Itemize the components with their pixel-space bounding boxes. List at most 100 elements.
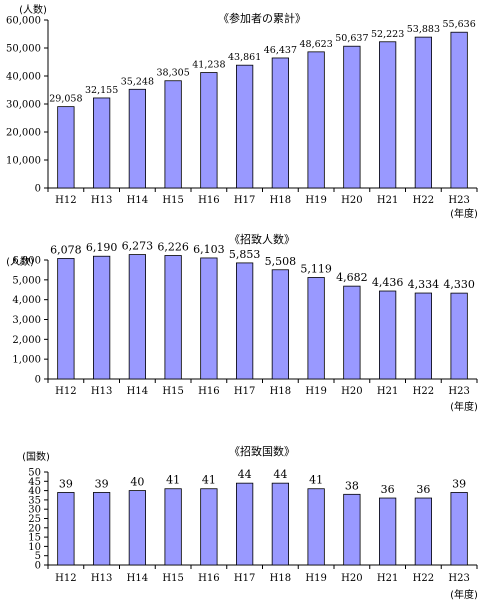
y-tick-label: 50,000: [6, 44, 41, 55]
data-label: 39: [452, 477, 466, 490]
bar-h22: [414, 292, 432, 380]
x-category-label: H17: [234, 195, 255, 206]
data-label: 43,861: [228, 52, 261, 63]
bar-h17: [236, 482, 254, 566]
y-axis-unit-label: (人数): [6, 255, 34, 268]
y-tick-label: 25: [28, 514, 41, 525]
bar-h16: [200, 257, 218, 380]
y-axis-unit-label: (人数): [19, 3, 47, 16]
invited-countries-chart: 《招致国数》(国数)0510152025303540455039H1239H13…: [22, 444, 478, 601]
x-category-label: H14: [127, 195, 148, 206]
x-category-label: H19: [305, 573, 326, 584]
bar-h23: [450, 492, 468, 566]
x-category-label: H20: [341, 195, 362, 206]
data-label: 38,305: [157, 68, 190, 79]
bar-h14: [128, 490, 146, 566]
x-category-label: H19: [305, 195, 326, 206]
data-label: 40: [130, 476, 144, 489]
x-axis-unit-label: (年度): [450, 588, 478, 601]
data-label: 29,058: [49, 94, 82, 105]
bar-h19: [307, 51, 325, 189]
y-tick-label: 2,000: [12, 335, 41, 346]
bar-h19: [307, 488, 325, 566]
data-label: 41: [202, 474, 216, 487]
bar-h18: [271, 269, 289, 380]
bar-h15: [164, 488, 182, 566]
data-label: 5,853: [229, 248, 261, 261]
y-tick-label: 50: [28, 468, 41, 479]
x-category-label: H17: [234, 573, 255, 584]
y-tick-label: 0: [35, 184, 41, 195]
x-category-label: H15: [162, 386, 183, 397]
data-label: 36: [416, 483, 430, 496]
data-label: 6,273: [122, 240, 154, 253]
x-category-label: H14: [127, 573, 148, 584]
data-label: 44: [238, 468, 252, 481]
data-label: 5,508: [265, 255, 297, 268]
x-category-label: H21: [377, 195, 398, 206]
data-label: 52,223: [371, 29, 404, 40]
x-category-label: H18: [270, 195, 291, 206]
x-category-label: H12: [55, 573, 76, 584]
x-category-label: H20: [341, 386, 362, 397]
bar-h16: [200, 72, 218, 189]
data-label: 41: [166, 474, 180, 487]
y-tick-label: 5: [35, 551, 41, 562]
invited-persons-chart: 《招致人数》 (人数) 0 1,000 2,000 3,000 4,000 5,000 6,00…: [6, 232, 478, 413]
data-label: 32,155: [85, 85, 118, 96]
x-category-label: H18: [270, 573, 291, 584]
data-label: 41,238: [192, 60, 225, 71]
bar-h21: [379, 41, 397, 189]
bar-h18: [271, 482, 289, 566]
bar-h12: [57, 106, 75, 189]
bar-h20: [343, 493, 361, 566]
data-label: 36: [381, 483, 395, 496]
data-label: 41: [309, 474, 323, 487]
bar-h22: [414, 497, 432, 566]
x-category-label: H16: [198, 386, 219, 397]
data-label: 44: [273, 468, 287, 481]
data-label: 4,334: [408, 278, 440, 291]
y-tick-label: 35: [28, 495, 41, 506]
data-label: 53,883: [407, 24, 440, 35]
data-label: 39: [95, 477, 109, 490]
bar-h19: [307, 277, 325, 380]
y-tick-label: 60,000: [6, 16, 41, 27]
x-axis-unit-label: (年度): [450, 207, 478, 220]
y-tick-label: 30,000: [6, 100, 41, 111]
bar-h13: [93, 97, 111, 189]
x-category-label: H15: [162, 195, 183, 206]
x-category-label: H17: [234, 386, 255, 397]
bar-h21: [379, 290, 397, 380]
y-tick-label: 5,000: [12, 275, 41, 286]
x-category-label: H13: [91, 195, 112, 206]
data-label: 38: [345, 479, 359, 492]
bar-h18: [271, 57, 289, 189]
data-label: 6,078: [50, 243, 82, 256]
chart-title: 《招致国数》: [229, 444, 295, 458]
chart-title: 《招致人数》: [229, 232, 295, 246]
chart-title: 《参加者の累計》: [218, 11, 306, 25]
x-category-label: H23: [448, 573, 469, 584]
x-category-label: H14: [127, 386, 148, 397]
x-category-label: H23: [448, 195, 469, 206]
x-category-label: H18: [270, 386, 291, 397]
y-axis-unit-label: (国数): [22, 450, 50, 463]
y-tick-label: 20,000: [6, 128, 41, 139]
bar-h12: [57, 258, 75, 380]
bar-h17: [236, 262, 254, 380]
bar-h15: [164, 255, 182, 380]
data-label: 4,330: [443, 278, 475, 291]
data-label: 35,248: [121, 76, 154, 87]
bar-h14: [128, 88, 146, 189]
y-tick-label: 4,000: [12, 295, 41, 306]
x-category-label: H12: [55, 386, 76, 397]
data-label: 5,119: [300, 262, 332, 275]
bar-h20: [343, 285, 361, 380]
y-tick-label: 20: [28, 523, 41, 534]
y-tick-label: 6,000: [12, 256, 41, 267]
bar-h16: [200, 488, 218, 566]
bar-h12: [57, 492, 75, 566]
cumulative-participants-chart: 《参加者の累計》 (人数) 0 10,000 20,000 30,000 40,000 50,…: [6, 3, 478, 220]
y-tick-label: 40,000: [6, 72, 41, 83]
